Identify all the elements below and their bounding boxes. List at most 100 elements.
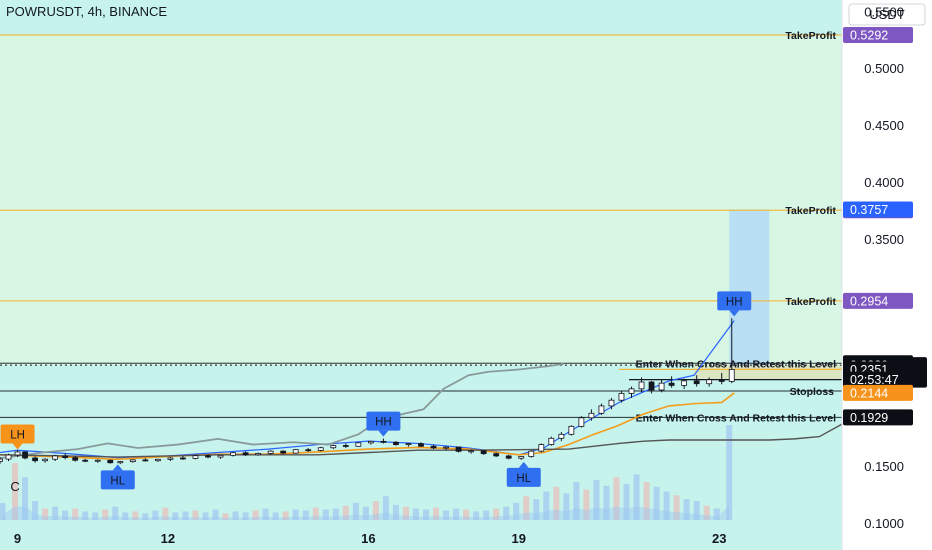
price-axis-ticks: 0.5500 0.5000 0.4500 0.4000 0.3500 0.1500 0.10… [864,4,904,531]
candle-up [405,443,412,446]
volume-bar [523,496,530,520]
pivot-box [100,470,135,490]
x-tick-label: 23 [712,531,726,546]
y-tick-label: 0.5500 [864,4,904,19]
candle-up [728,368,735,382]
candle-down [455,446,462,452]
volume-bar [563,493,570,520]
price-tags-layer: 0.52920.37510.29540.24050.21610.19290.37… [843,27,927,426]
candle-down [32,457,38,462]
pivot-label: HL [516,473,531,485]
candle-up [658,382,665,391]
volume-bar [673,495,680,520]
volume-bar [282,511,289,520]
volume-bar [583,489,590,520]
volume-bar [242,512,249,520]
chart-symbol-title[interactable]: POWRUSDT, 4h, BINANCE [6,4,168,19]
candle-down [430,445,437,449]
volume-bar [463,509,470,520]
volume-bar [513,502,520,520]
profit-zone [0,35,842,366]
candle-up [267,450,274,454]
volume-bar [72,508,79,520]
volume-bar [663,491,670,520]
candle-down [280,450,287,454]
level-label: Enter When Cross And Retest this Level [636,412,836,424]
volume-bar [703,505,710,520]
price-tag-box [843,409,913,426]
time-axis-ticks: 9 12 16 19 23 [14,531,727,546]
candle-up [5,454,12,460]
candle-up [230,452,236,456]
candle-up [330,445,337,449]
volume-bar [453,508,460,520]
volume-bar [726,425,733,520]
volume-bar [683,499,690,520]
volume-bar [302,510,309,520]
volume-bar [713,508,720,520]
candle-up [355,442,362,447]
volume-bar [122,512,129,520]
candle-down [62,455,69,459]
candle-down [493,453,500,457]
candle-up [568,425,575,435]
candle-down [242,452,249,456]
volume-bar [202,512,209,520]
volume-bar [92,512,99,520]
candle-up [548,437,555,445]
candle-up [528,450,535,457]
candle-up [167,457,174,460]
candle-down [342,445,349,447]
price-axis-panel[interactable] [842,0,932,550]
pivot-box [717,291,752,311]
price-tag-box [843,384,913,401]
volume-bar [362,506,369,520]
pivot-pointer [729,310,740,317]
volume-bar [172,512,179,520]
candle-up [367,440,374,444]
volume-bar [332,508,339,520]
candle-up [292,449,299,454]
candle-down [418,443,424,447]
volume-bar [162,507,169,520]
candle-up [618,392,625,401]
volume-bar [212,509,219,520]
price-tag-label: 0.1929 [850,411,888,425]
volume-bar [82,511,89,520]
candle-down [72,457,79,461]
y-tick-label: 0.3500 [864,232,904,247]
x-tick-label: 19 [511,531,525,546]
unit-button[interactable]: USDT [848,3,926,26]
candle-up [217,454,224,458]
volume-bar [372,501,379,520]
volume-bar [142,513,149,520]
level-label: TakeProfit [785,30,836,42]
volume-bar [423,509,430,520]
volume-bar [483,510,490,520]
candle-down [22,451,28,459]
x-tick-label: 9 [14,531,21,546]
candle-up [598,405,605,414]
price-tag-label: 0.3757 [850,203,888,217]
candle-down [480,450,487,455]
volume-bar [322,509,329,520]
pivot-pointer [112,464,123,471]
candle-up [317,447,324,451]
candle-up [255,453,262,456]
candle-up [681,380,688,386]
volume-bar [252,510,259,520]
price-tag-box [843,371,927,388]
volume-bar [52,506,59,520]
candle-down [668,382,675,386]
pivot-box [366,411,401,431]
pivot-pointer [12,443,23,450]
price-tag-box [843,27,913,44]
candle-up [518,456,525,459]
price-tag-label: 0.5292 [850,29,888,43]
level-label: Stoploss [790,386,834,398]
x-tick-label: 16 [361,531,375,546]
candle-up [628,388,635,394]
candle-down [505,455,512,459]
volume-bar [623,483,630,520]
